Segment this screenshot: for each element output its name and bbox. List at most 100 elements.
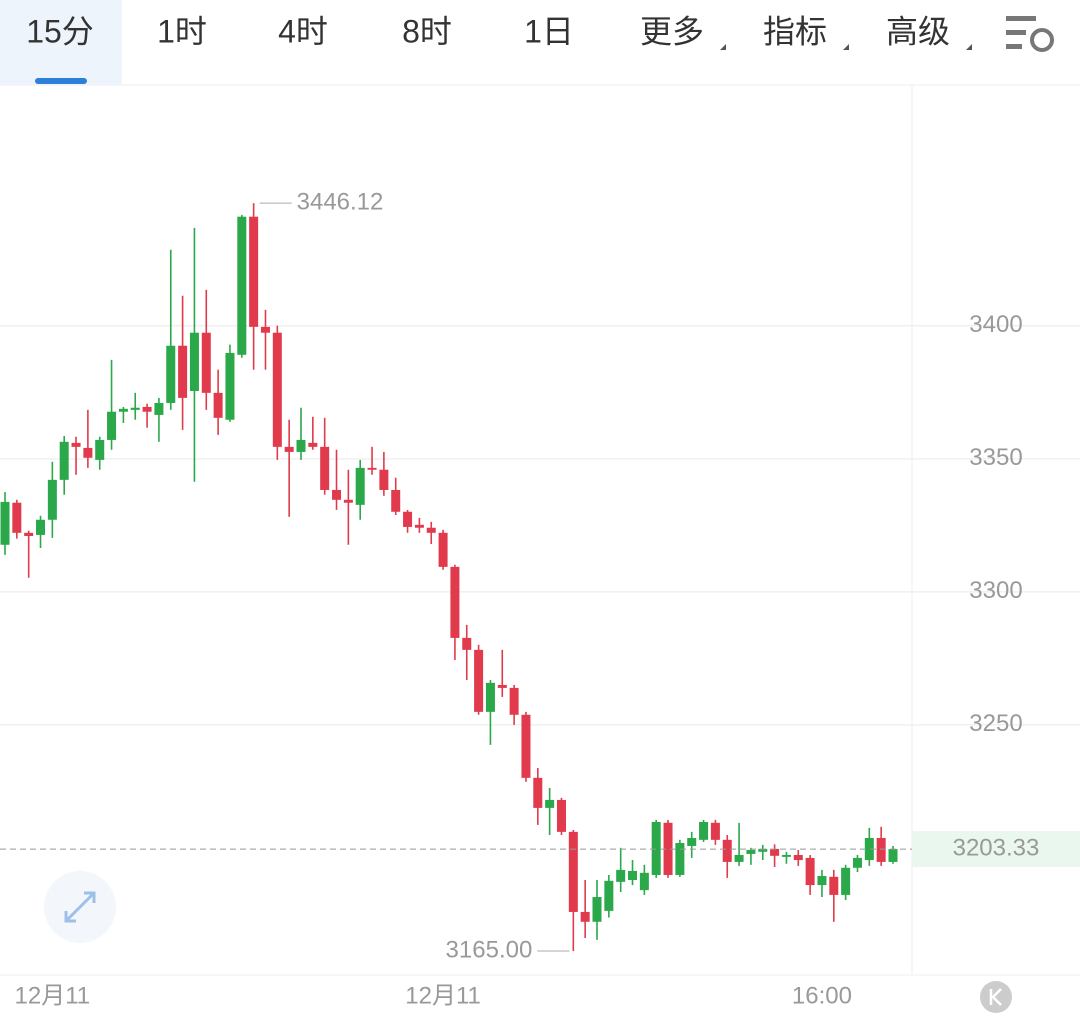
tab[interactable]: 15分 xyxy=(26,13,94,49)
candle-body xyxy=(272,332,282,447)
last-price-label: 3203.33 xyxy=(953,834,1040,861)
candle-body xyxy=(296,439,306,452)
candle-body xyxy=(829,876,839,895)
reset-bg xyxy=(980,981,1012,1013)
candle-body xyxy=(284,446,294,452)
candle-body xyxy=(237,216,247,355)
candle-body xyxy=(154,402,164,415)
candle-body xyxy=(699,822,709,840)
candle-body xyxy=(628,870,638,881)
candle-body xyxy=(746,849,756,854)
icon-bar xyxy=(1006,44,1022,49)
candle-body xyxy=(142,406,152,412)
candle-body xyxy=(770,848,780,856)
candle-body xyxy=(343,499,353,503)
tab[interactable]: 4时 xyxy=(278,13,328,49)
candle-body xyxy=(533,777,543,808)
candle-body xyxy=(403,511,413,527)
candle-body xyxy=(805,857,815,886)
candle-body xyxy=(24,532,34,536)
candle-body xyxy=(332,489,342,500)
candle-body xyxy=(841,867,851,895)
candle-body xyxy=(462,637,472,650)
candle-body xyxy=(438,532,448,567)
candle-body xyxy=(426,527,436,533)
tab[interactable]: 1日 xyxy=(524,13,574,49)
candle-body xyxy=(107,411,117,440)
candle-body xyxy=(545,799,555,808)
x-tick-label: 12月11 xyxy=(15,982,91,1009)
tab[interactable]: 8时 xyxy=(402,13,452,49)
candle-body xyxy=(663,822,673,875)
icon-bar xyxy=(1006,30,1026,35)
settings-icon[interactable] xyxy=(1006,16,1054,52)
candle-body xyxy=(450,566,460,638)
candle-body xyxy=(260,326,270,333)
candle-body xyxy=(509,687,519,715)
candle-body xyxy=(414,524,424,528)
tab[interactable]: 更多 xyxy=(640,13,704,49)
candle-body xyxy=(201,332,211,393)
candle-body xyxy=(320,446,330,490)
candle-body xyxy=(379,469,389,490)
candle-body xyxy=(497,684,507,688)
candle-body xyxy=(758,848,768,852)
candle-body xyxy=(592,897,602,922)
candle-body xyxy=(556,799,566,832)
candle-body xyxy=(391,489,401,512)
dropdown-marker xyxy=(966,44,972,50)
candle-body xyxy=(568,831,578,912)
candle-body xyxy=(130,407,140,410)
candle-body xyxy=(47,479,57,520)
candle-body xyxy=(213,392,223,418)
candle-body xyxy=(178,345,188,398)
candle-body xyxy=(675,843,685,875)
candle-body xyxy=(36,519,46,535)
candle-body xyxy=(485,682,495,712)
candle-body xyxy=(249,216,259,327)
candle-body xyxy=(521,714,531,778)
candle-body xyxy=(793,855,803,861)
y-tick-label: 3400 xyxy=(969,311,1022,338)
candle-body xyxy=(225,352,235,420)
last-price-bg xyxy=(912,831,1080,868)
candle-body xyxy=(95,439,105,460)
candle-body xyxy=(734,855,744,862)
candle-body xyxy=(710,822,720,840)
tab[interactable]: 1时 xyxy=(157,13,207,49)
candle-body xyxy=(118,408,128,412)
y-tick-label: 3300 xyxy=(969,577,1022,604)
candle-body xyxy=(166,345,176,403)
candle-body xyxy=(781,855,791,857)
dropdown-marker xyxy=(720,44,726,50)
candle-body xyxy=(83,447,93,458)
expand-icon xyxy=(64,891,96,923)
candle-body xyxy=(639,872,649,891)
min-label: 3165.00 xyxy=(446,936,533,963)
max-label: 3446.12 xyxy=(297,188,384,215)
candle-body xyxy=(0,501,10,545)
candle-body xyxy=(12,502,22,533)
candle-body xyxy=(308,442,318,447)
candle-body xyxy=(474,649,484,712)
tab[interactable]: 高级 xyxy=(886,13,950,49)
tab[interactable]: 指标 xyxy=(763,13,827,49)
candle-body xyxy=(189,332,199,391)
candle-body xyxy=(355,467,365,505)
y-tick-label: 3350 xyxy=(969,444,1022,471)
candle-body xyxy=(864,837,874,861)
candle-body xyxy=(71,442,81,447)
expand-button[interactable] xyxy=(44,871,116,943)
candle-body xyxy=(651,822,661,875)
reset-button[interactable] xyxy=(980,981,1012,1013)
y-tick-label: 3250 xyxy=(969,710,1022,737)
tab-indicator xyxy=(35,78,87,84)
tab-bar xyxy=(0,0,1080,85)
candle-body xyxy=(616,869,626,882)
x-tick-label: 12月11 xyxy=(405,982,481,1009)
candle-body xyxy=(817,876,827,886)
candle-body xyxy=(876,837,886,862)
icon-gear xyxy=(1030,28,1054,52)
